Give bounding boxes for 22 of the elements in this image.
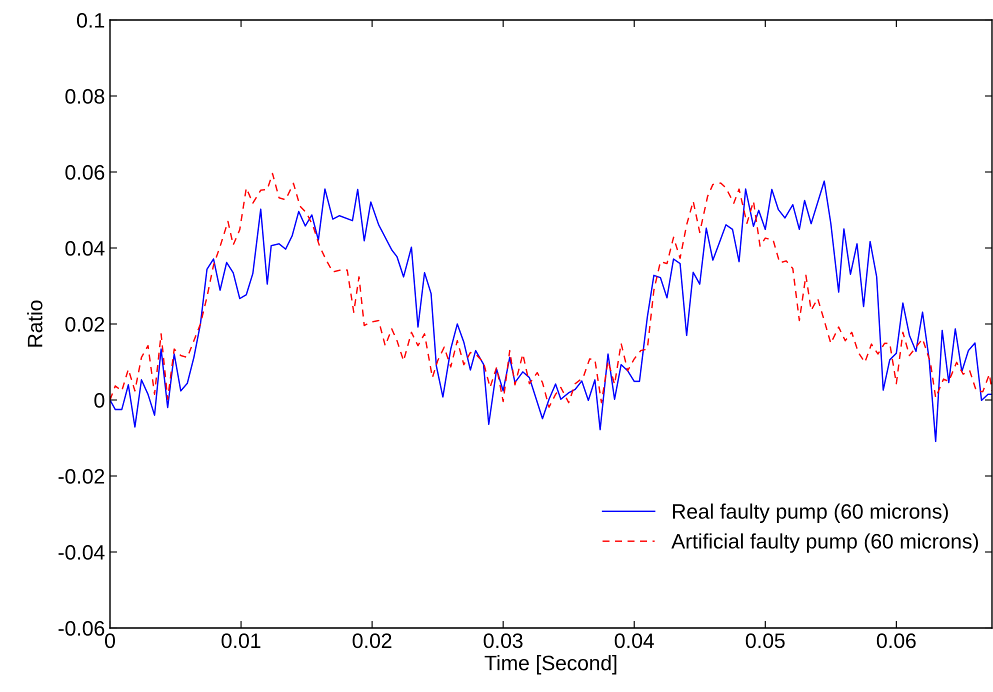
y-axis-title: Ratio: [27, 300, 42, 347]
y-tick-label: 0.04: [65, 241, 105, 256]
x-tick-label: 0: [105, 633, 115, 648]
y-tick-label: 0.1: [76, 13, 104, 28]
y-tick-label: -0.06: [58, 621, 104, 636]
y-tick-label: 0.06: [65, 165, 104, 180]
x-tick-label: 0.06: [876, 633, 916, 648]
y-tick-label: 0: [94, 393, 104, 408]
line-series: [110, 180, 992, 442]
legend-label: Real faulty pump (60 microns): [673, 504, 948, 523]
line-series: [110, 172, 992, 408]
x-tick-label: 0.01: [222, 633, 260, 648]
legend-label: Artificial faulty pump (60 microns): [671, 533, 978, 553]
x-tick-label: 0.05: [746, 633, 785, 648]
y-tick-label: 0.02: [65, 317, 104, 332]
x-tick-label: 0.02: [352, 633, 392, 648]
x-tick-label: 0.04: [614, 633, 654, 648]
y-tick-label: -0.04: [58, 545, 105, 560]
x-axis-title: Time [Second]: [484, 655, 616, 674]
x-tick-label: 0.03: [484, 633, 523, 648]
y-tick-label: 0.08: [65, 89, 104, 104]
y-tick-label: -0.02: [58, 469, 104, 484]
